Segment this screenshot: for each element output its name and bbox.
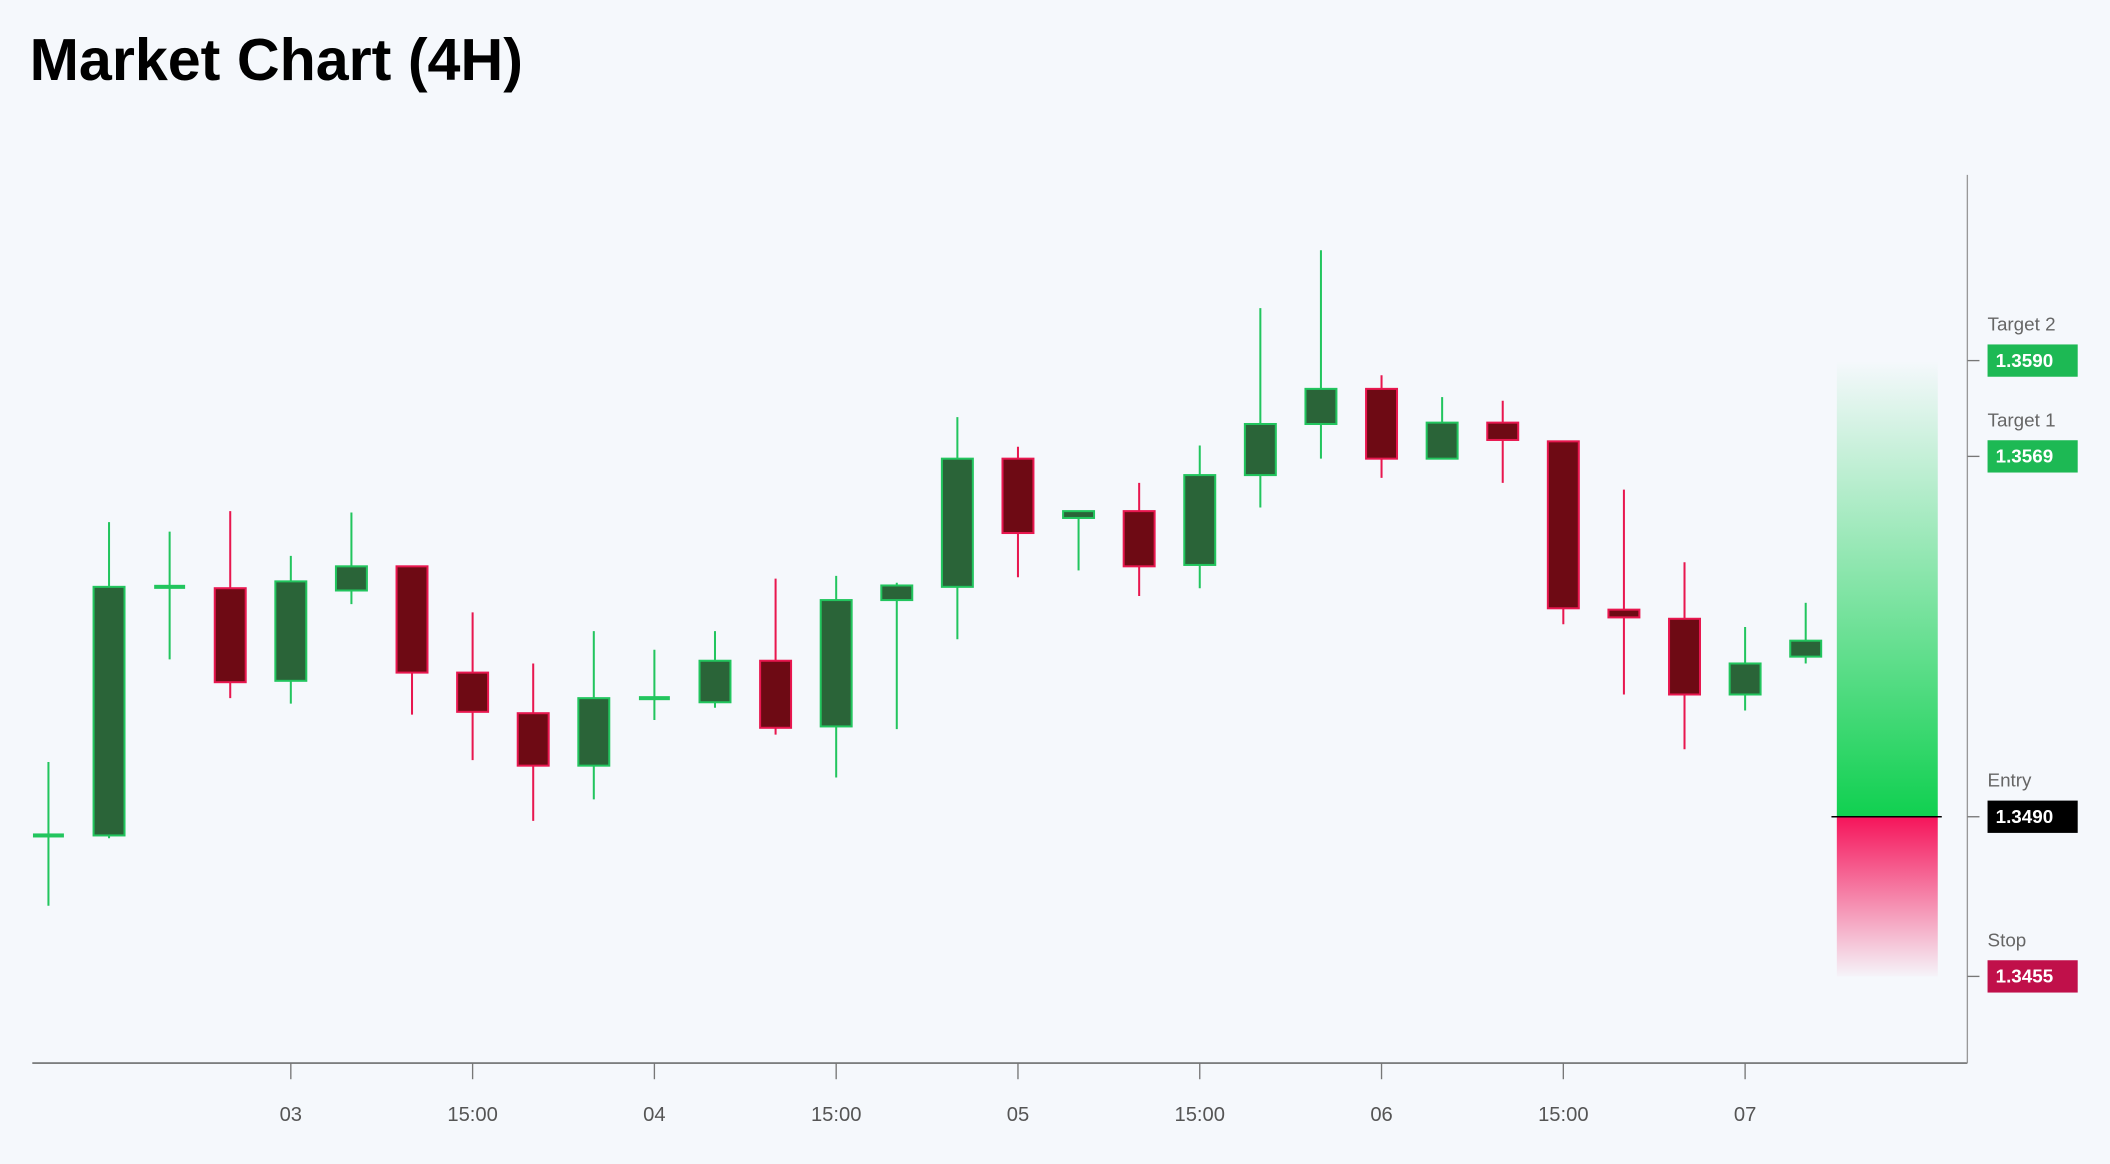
profit-zone [1836,360,1938,817]
level-value: 1.3455 [1996,966,2054,987]
candle-body [1789,639,1823,658]
level-name: Target 1 [1988,409,2056,430]
level-badge [1987,800,2078,833]
candle-body [1546,440,1580,610]
candle-body [32,833,64,838]
x-tick-label: 15:00 [1175,1104,1225,1126]
candle-body [940,457,974,588]
x-tick-label: 15:00 [447,1104,497,1126]
level-badge [1987,960,2078,993]
candle-body [759,659,793,729]
candle-body [880,584,914,602]
x-tick-label: 06 [1370,1104,1392,1126]
candle-body [154,584,186,589]
candle-body [1183,474,1217,566]
candle-body [698,659,732,704]
candle-body [577,697,611,767]
level-value: 1.3490 [1996,806,2054,827]
candle-body [1001,457,1035,535]
level-badge [1987,344,2078,377]
level-badge [1987,440,2078,473]
candle-body [1243,422,1277,477]
candle-body [1304,387,1338,426]
candle-body [1122,510,1156,568]
candle-body [395,565,429,674]
x-tick-label: 15:00 [811,1104,861,1126]
level-name: Entry [1988,770,2033,791]
candle-body [213,587,247,684]
x-tick-label: 05 [1007,1104,1029,1126]
candle-body [1365,387,1399,460]
candle-body [1728,662,1762,696]
candle-body [1668,617,1701,696]
level-value: 1.3590 [1996,350,2054,371]
candle-body [92,585,126,837]
candle-body [516,712,550,767]
candle-body [1062,510,1096,519]
x-tick-label: 04 [643,1104,665,1126]
candle-body [638,696,670,701]
chart-title: Market Chart (4H) [30,26,523,93]
x-tick-label: 15:00 [1538,1104,1588,1126]
candle-body [1486,421,1520,441]
loss-zone [1836,816,1938,977]
x-tick-label: 07 [1734,1104,1756,1126]
level-name: Stop [1988,929,2027,950]
candle-body [1607,608,1641,619]
candle-body [1425,421,1459,460]
candle-body [456,671,490,713]
x-tick-label: 03 [280,1104,302,1126]
level-name: Target 2 [1988,314,2056,335]
candle-body [334,565,368,592]
level-value: 1.3569 [1996,446,2054,467]
candle-body [819,599,853,728]
candle-body [274,580,308,682]
